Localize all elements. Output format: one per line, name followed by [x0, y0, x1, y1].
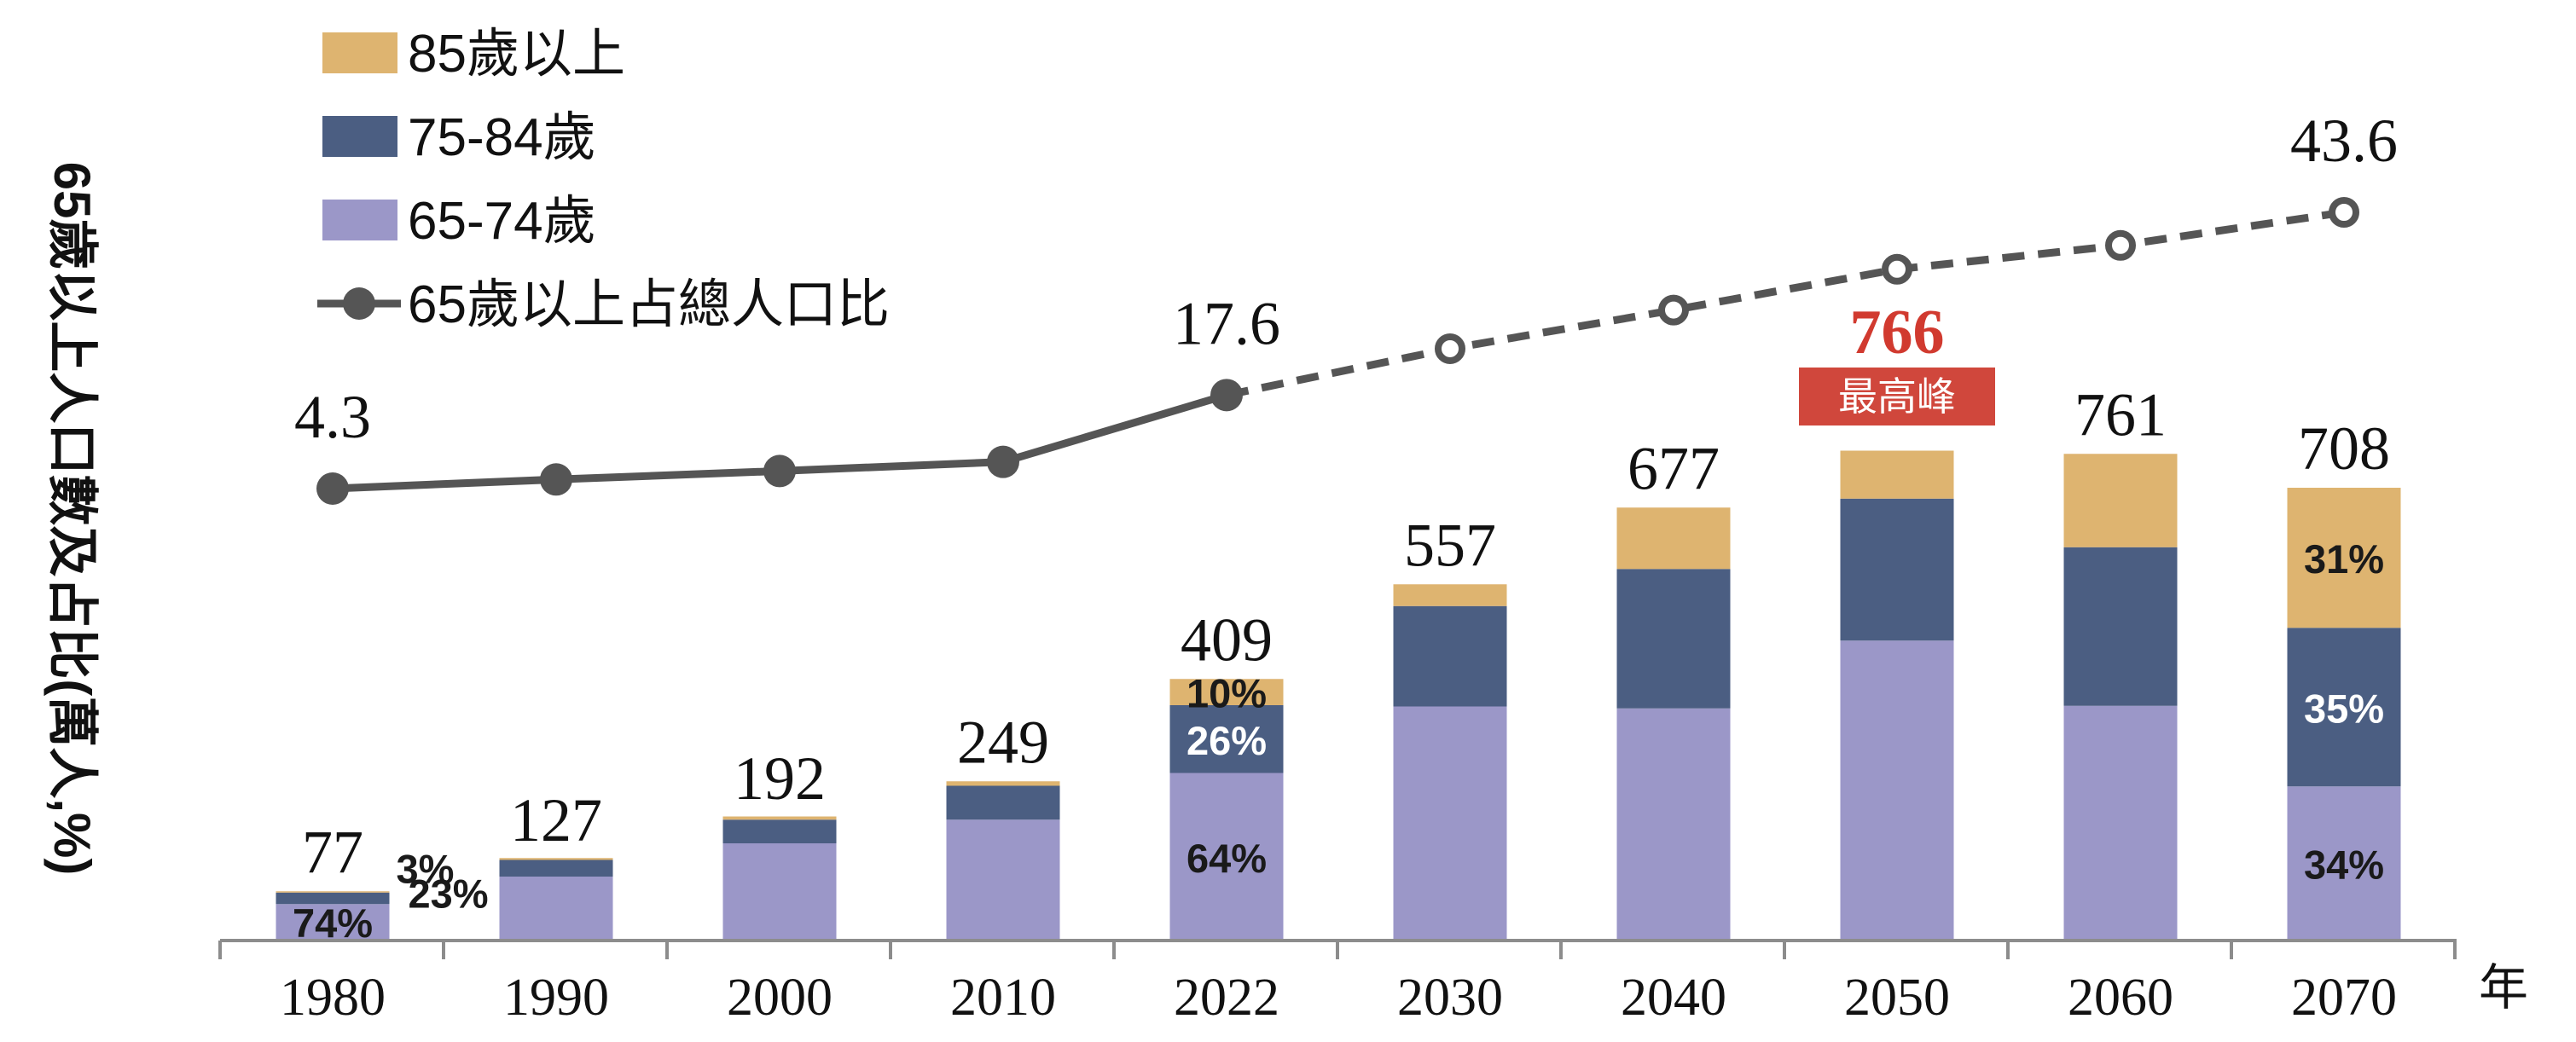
bar-1980-seg2	[276, 891, 390, 893]
share-label-2022-5: 10%	[1186, 671, 1267, 716]
bar-2030-seg0	[1393, 706, 1507, 941]
x-axis: 1980 1990 2000 2010 2022 2030 2040 2050 2060 2070…	[218, 939, 2528, 1027]
legend-label-0: 85歲以上	[408, 25, 625, 84]
bar-2022-seg0	[1169, 773, 1284, 941]
ratio-point-2040	[1658, 294, 1689, 326]
x-tick-label-2022: 2022	[1174, 969, 1279, 1027]
total-label-2060: 761	[2074, 380, 2167, 449]
ratio-point-2050	[1882, 253, 1912, 285]
ratio-point-2030	[1435, 333, 1465, 364]
bar-2030-seg1	[1393, 605, 1507, 707]
ratio-point-2000	[763, 454, 796, 488]
legend-swatch-2	[322, 200, 397, 240]
bar-2040-seg1	[1616, 569, 1731, 709]
bar-2050-seg1	[1840, 498, 1954, 641]
peak-badge	[1799, 368, 1995, 425]
share-label-1980-2: 3%	[397, 846, 455, 891]
share-label-2022-4: 26%	[1186, 718, 1267, 763]
y-axis-title: 65歲以上人口數及占比(萬人,%)	[44, 162, 101, 876]
legend-label-3: 65歲以上占總人口比	[408, 275, 890, 334]
total-label-2022: 409	[1181, 605, 1273, 674]
ratio-point-2060	[2105, 229, 2136, 261]
bar-2070-seg0	[2287, 786, 2401, 941]
bar-1990-seg1	[499, 860, 613, 877]
total-label-2000: 192	[734, 744, 826, 813]
bar-2040-seg0	[1616, 708, 1731, 941]
ratio-point-1990	[540, 463, 572, 496]
bar-2022-seg2	[1169, 679, 1284, 705]
x-axis-unit: 年	[2479, 960, 2528, 1016]
bar-2010-seg0	[946, 819, 1060, 941]
bar-2022-seg1	[1169, 705, 1284, 773]
bar-2050-seg2	[1840, 450, 1954, 499]
bar-2030-seg2	[1393, 584, 1507, 606]
share-label-2070-8: 31%	[2304, 536, 2384, 582]
y-axis-label: 65歲以上人口數及占比(萬人,%)	[44, 162, 101, 876]
legend-swatch-1	[322, 116, 397, 157]
ratio-point-2022	[1210, 379, 1243, 412]
stacked-bars	[276, 450, 2401, 941]
legend-label-1: 75-84歲	[408, 108, 596, 167]
share-label-1980-1: 23%	[409, 871, 489, 916]
x-tick-label-1990: 1990	[503, 969, 609, 1027]
bar-2000-seg2	[722, 816, 837, 820]
total-label-2010: 249	[957, 708, 1049, 776]
total-labels: 77 127 192 249 409 557 677 最高峰 766 761 708	[302, 298, 2390, 886]
bar-2010-seg2	[946, 781, 1060, 786]
bar-2060-seg2	[2063, 454, 2178, 547]
bar-2000-seg1	[722, 819, 837, 843]
bar-1990-seg0	[499, 877, 613, 941]
share-label-2070-6: 34%	[2304, 842, 2384, 888]
x-tick-label-2030: 2030	[1397, 969, 1503, 1027]
x-tick-label-2010: 2010	[950, 969, 1056, 1027]
total-label-2070: 708	[2298, 414, 2390, 483]
total-label-1990: 127	[510, 786, 602, 854]
ratio-point-2010	[987, 445, 1019, 478]
x-tick-label-2070: 2070	[2291, 969, 2397, 1027]
bar-1980-seg1	[276, 892, 390, 905]
bar-1990-seg2	[499, 858, 613, 860]
bar-2050-seg0	[1840, 640, 1954, 941]
x-tick-label-2050: 2050	[1844, 969, 1950, 1027]
ratio-label-2070: 43.6	[2290, 107, 2398, 175]
bar-2000-seg0	[722, 843, 837, 941]
ratio-label-1980: 4.3	[294, 383, 371, 451]
ratio-point-2070	[2329, 197, 2359, 228]
legend-label-2: 65-74歲	[408, 192, 596, 251]
bar-2040-seg2	[1616, 507, 1731, 570]
x-tick-label-1980: 1980	[280, 969, 386, 1027]
ratio-line-projected	[1226, 208, 2345, 399]
bar-2070-seg2	[2287, 488, 2401, 628]
bar-2060-seg1	[2063, 547, 2178, 706]
bar-2060-seg0	[2063, 705, 2178, 941]
share-labels: 74% 23%3% 64% 26%10% 34% 35% 31%	[293, 536, 2384, 946]
share-label-2070-7: 35%	[2304, 686, 2384, 731]
total-label-2040: 677	[1627, 434, 1720, 502]
total-label-2030: 557	[1404, 511, 1496, 579]
bar-1980-seg0	[276, 904, 390, 941]
peak-badge-text: 最高峰	[1838, 374, 1956, 419]
legend-swatch-marker	[343, 287, 375, 320]
legend: 85歲以上 75-84歲 65-74歲 65歲以上占總人口比	[317, 25, 890, 334]
share-label-2022-3: 64%	[1186, 836, 1267, 881]
bar-2070-seg1	[2287, 628, 2401, 787]
ratio-point-1980	[316, 472, 349, 505]
ratio-line: 4.3 17.6 43.6	[294, 107, 2398, 505]
x-tick-label-2060: 2060	[2068, 969, 2173, 1027]
legend-swatch-0	[322, 32, 397, 73]
ratio-label-2022: 17.6	[1173, 289, 1280, 357]
x-tick-label-2000: 2000	[727, 969, 833, 1027]
total-label-1980: 77	[302, 818, 363, 886]
share-label-1980-0: 74%	[293, 900, 373, 946]
total-label-2050: 766	[1850, 298, 1945, 368]
bar-2010-seg1	[946, 785, 1060, 820]
x-tick-label-2040: 2040	[1621, 969, 1726, 1027]
